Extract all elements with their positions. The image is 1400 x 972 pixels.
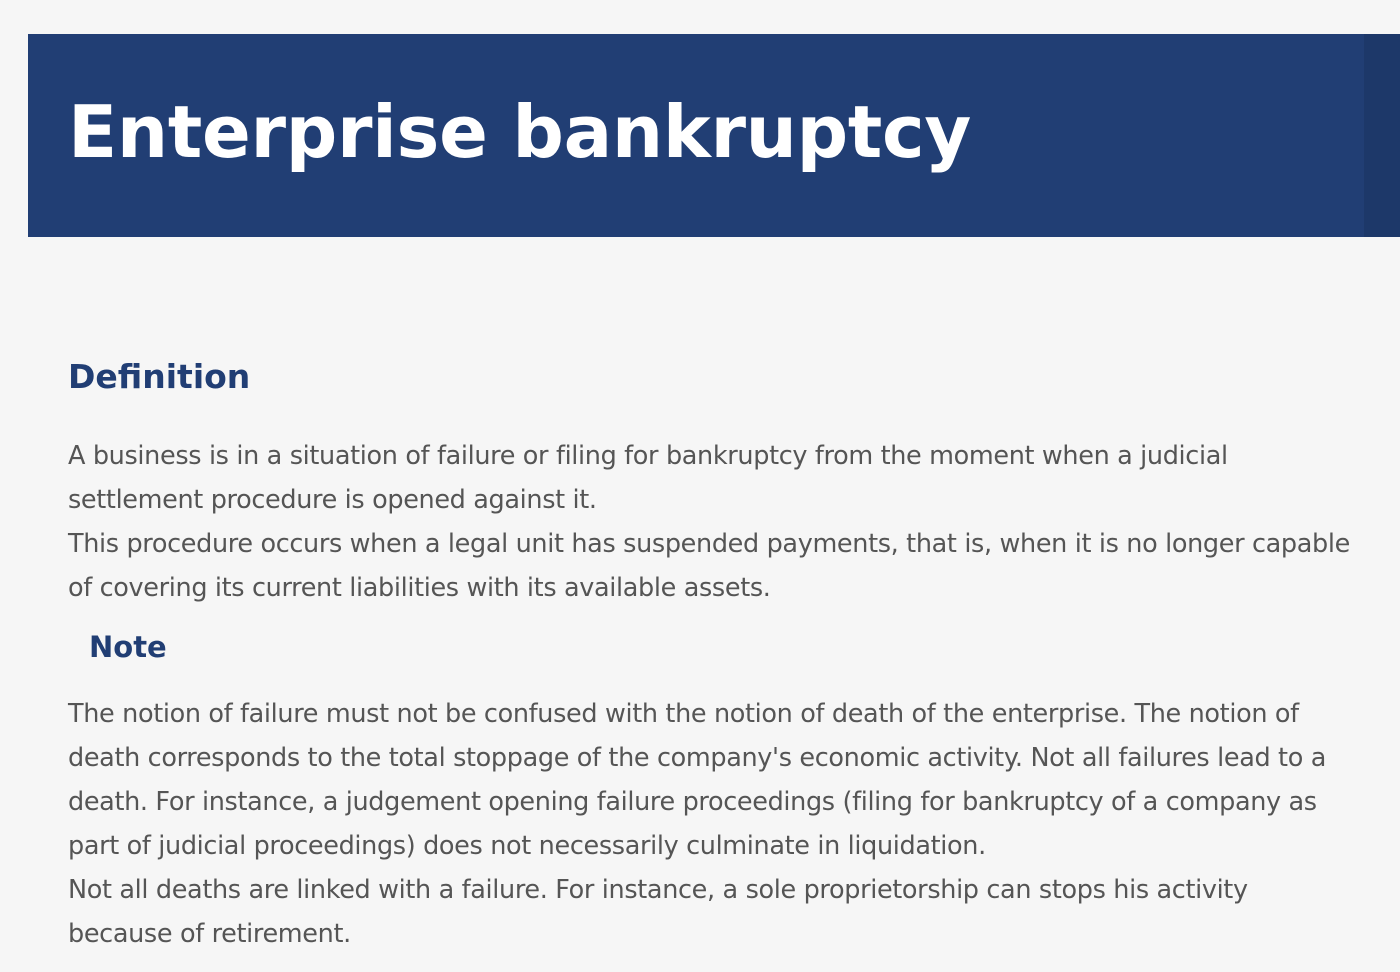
note-text: The notion of failure must not be confus… [68, 692, 1398, 956]
page-title: Enterprise bankruptcy [68, 90, 971, 174]
note-line: because of retirement. [68, 919, 351, 949]
note-line: Not all deaths are linked with a failure… [68, 875, 1248, 905]
note-line: The notion of failure must not be confus… [68, 699, 1299, 729]
header-side-panel [1364, 34, 1400, 237]
definition-line: This procedure occurs when a legal unit … [68, 529, 1350, 559]
page-header-banner [28, 34, 1364, 237]
note-line: part of judicial proceedings) does not n… [68, 831, 986, 861]
definition-text: A business is in a situation of failure … [68, 434, 1398, 610]
definition-line: settlement procedure is opened against i… [68, 485, 597, 515]
definition-line: of covering its current liabilities with… [68, 573, 771, 603]
note-line: death corresponds to the total stoppage … [68, 743, 1326, 773]
definition-heading: Definition [68, 357, 251, 396]
definition-line: A business is in a situation of failure … [68, 441, 1228, 471]
note-line: death. For instance, a judgement opening… [68, 787, 1317, 817]
note-heading: Note [89, 630, 167, 664]
